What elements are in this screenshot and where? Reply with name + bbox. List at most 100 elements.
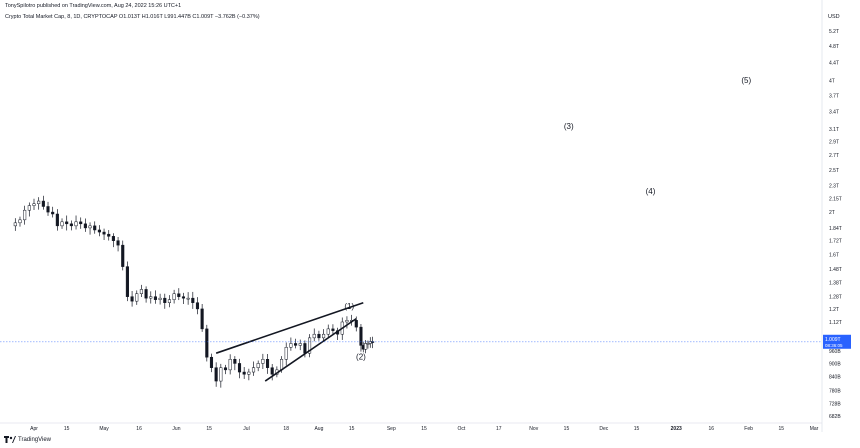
y-tick-label: 2.15T <box>829 196 842 202</box>
candle <box>107 230 111 241</box>
candle <box>242 367 246 379</box>
last-price-value: 1.009T <box>825 337 841 343</box>
x-tick-label: Jun <box>172 426 180 432</box>
x-tick-label: Nov <box>529 426 538 432</box>
candle-body <box>359 326 363 346</box>
candle <box>326 324 330 338</box>
candle <box>219 363 223 388</box>
x-tick-label: Apr <box>30 426 38 432</box>
x-tick-label: 15 <box>64 426 70 432</box>
candle-body <box>205 328 209 358</box>
y-tick-label: 3.4T <box>829 110 839 116</box>
x-tick-label: Oct <box>457 426 465 432</box>
y-tick-label: 780B <box>829 389 841 395</box>
candle <box>294 338 298 349</box>
candle-body <box>219 367 223 382</box>
price-axis: USD 5.2T 4.8T 4.4T 4T 3.7T 3.4T 3.1T 2.9T 2.7T 2.5… <box>0 0 860 432</box>
candle-body <box>144 289 148 299</box>
candle <box>139 284 143 297</box>
candle-body <box>279 359 284 371</box>
candle <box>186 292 190 305</box>
candle <box>284 342 288 366</box>
candle <box>41 195 45 210</box>
candle <box>223 364 228 375</box>
candle <box>172 289 176 304</box>
x-tick-label: Sep <box>387 426 396 432</box>
candle <box>312 328 316 342</box>
candle-body <box>195 302 200 310</box>
candle-body <box>331 328 335 331</box>
candle <box>195 297 200 315</box>
candle-body <box>125 266 129 297</box>
candle <box>153 290 157 304</box>
candle <box>116 236 120 252</box>
candle <box>261 353 265 370</box>
candle-body <box>158 297 162 300</box>
candle <box>209 353 214 373</box>
candle-body <box>135 293 139 302</box>
candle <box>102 228 106 241</box>
candle-body <box>111 236 115 241</box>
x-tick-label: 15 <box>421 426 427 432</box>
candle-body <box>326 328 330 335</box>
x-tick-label: 15 <box>779 426 785 432</box>
candle <box>65 215 69 231</box>
candle <box>23 205 27 225</box>
candle <box>88 222 92 235</box>
x-tick-label: 15 <box>634 426 640 432</box>
y-tick-label: 2.3T <box>829 184 839 190</box>
x-tick-label: Dec <box>599 426 608 432</box>
candle <box>130 291 134 307</box>
candle-body <box>345 320 349 323</box>
price-axis-currency: USD <box>828 14 840 20</box>
candle <box>60 218 64 229</box>
x-tick-label: 2023 <box>671 426 682 432</box>
candle-body <box>139 289 143 294</box>
candle-body <box>186 297 190 300</box>
candle-body <box>130 296 134 302</box>
candle <box>298 339 302 351</box>
y-tick-label: 2.9T <box>829 140 839 146</box>
candle-body <box>261 359 265 364</box>
price-axis-bg <box>822 0 860 432</box>
candle-body <box>228 359 232 371</box>
candle-body <box>181 296 186 299</box>
candle-body <box>284 347 288 360</box>
y-tick-label: 4T <box>829 79 835 85</box>
y-tick-label: 1.28T <box>829 295 842 301</box>
candle <box>27 202 31 217</box>
candle <box>205 324 209 362</box>
x-tick-label: 17 <box>496 426 502 432</box>
last-price-badge <box>823 334 851 349</box>
candle <box>270 364 274 381</box>
candle <box>191 291 195 309</box>
candle <box>237 358 242 379</box>
candle <box>289 337 293 351</box>
tradingview-logo-icon <box>4 436 16 443</box>
candle-body <box>93 225 97 231</box>
wave-labels: (1) (2) (3) (4) (5) <box>344 76 751 361</box>
candlestick-series <box>13 195 375 388</box>
y-tick-label: 1.48T <box>829 267 842 273</box>
candle <box>200 304 204 332</box>
candle <box>79 217 83 229</box>
candle-body <box>294 343 298 346</box>
candle-body <box>79 221 83 225</box>
candle <box>163 293 167 309</box>
trendlines <box>215 301 364 382</box>
candle <box>111 233 115 248</box>
candle <box>256 360 260 372</box>
candle <box>308 334 312 358</box>
wave-label: (2) <box>356 352 366 361</box>
time-axis: Apr 15 May 16 Jun 15 Jul 18 Aug 15 Sep 15 Oct 17 Nov 15… <box>0 422 822 432</box>
x-tick-label: 15 <box>349 426 355 432</box>
candle <box>364 339 368 354</box>
y-tick-label: 682B <box>829 414 841 420</box>
candle-body <box>322 333 326 339</box>
candle <box>51 206 55 218</box>
candle-body <box>13 222 17 227</box>
candle <box>322 329 326 342</box>
candle-body <box>270 367 274 375</box>
trendline <box>215 301 364 354</box>
